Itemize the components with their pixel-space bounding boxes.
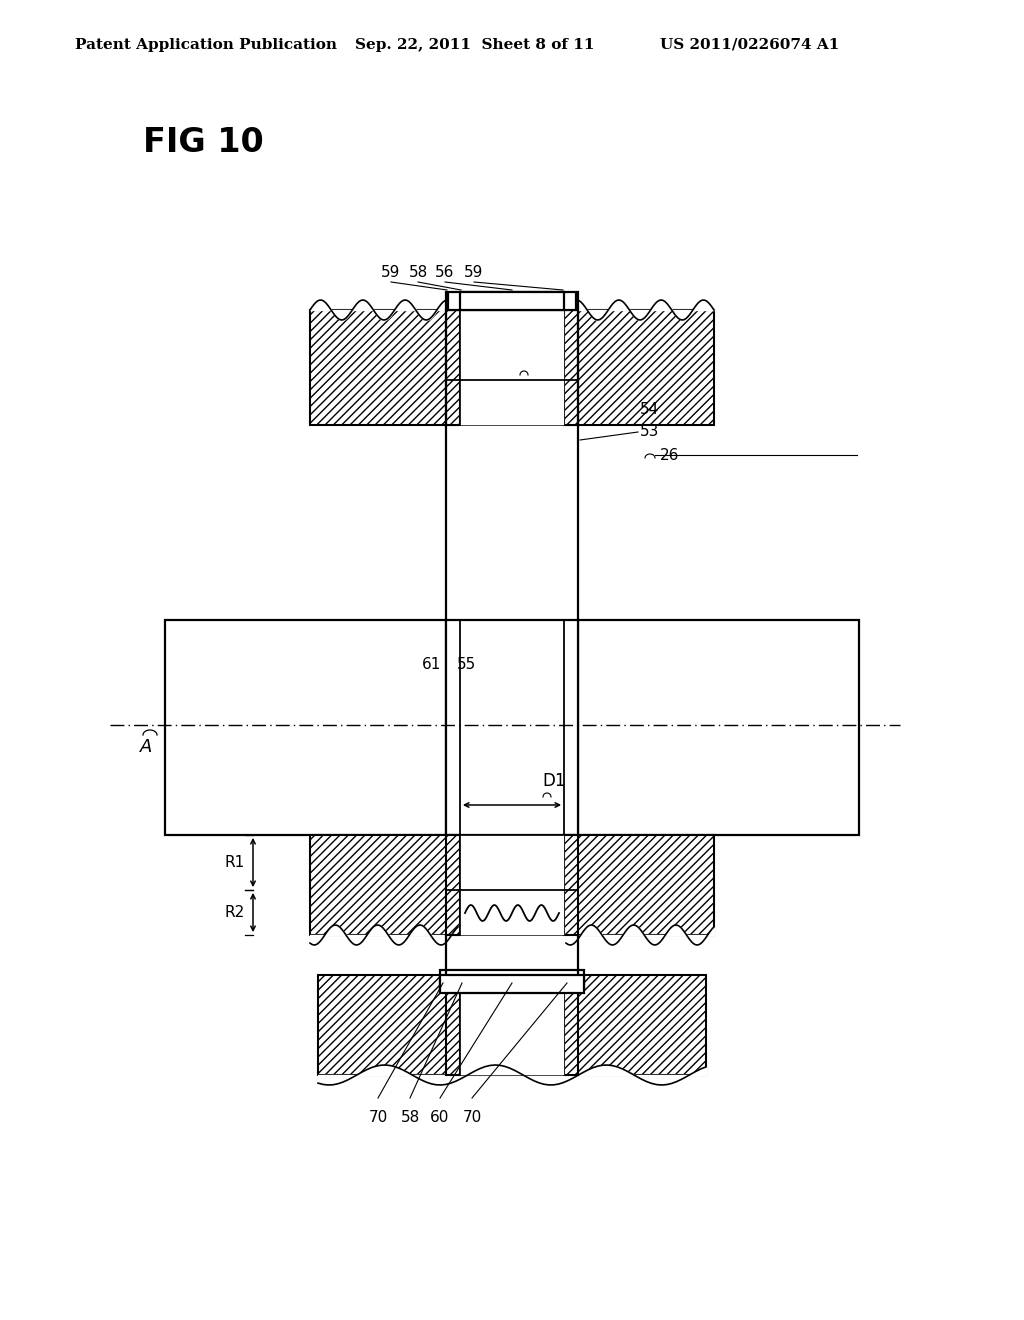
Bar (578, 620, 859, 836)
Text: 59: 59 (381, 265, 400, 280)
Bar (460, 975, 564, 1074)
Bar (460, 292, 564, 310)
Bar (566, 836, 714, 935)
Bar (449, 292, 575, 310)
Text: 53: 53 (640, 425, 659, 440)
Text: R1: R1 (224, 855, 245, 870)
Text: D2: D2 (496, 387, 519, 405)
Text: 56: 56 (435, 265, 455, 280)
Bar (446, 620, 578, 836)
Bar (564, 310, 578, 425)
Bar (564, 975, 578, 1074)
Text: 61: 61 (422, 657, 441, 672)
Bar (446, 310, 460, 425)
Bar (460, 310, 564, 425)
Bar (566, 310, 714, 425)
Text: 70: 70 (369, 1110, 388, 1125)
Bar (440, 970, 584, 990)
Bar (318, 975, 706, 1074)
Bar (440, 975, 584, 993)
Bar (310, 310, 458, 425)
Text: 26: 26 (660, 447, 679, 462)
Bar (165, 620, 446, 836)
Bar (460, 836, 564, 935)
Text: US 2011/0226074 A1: US 2011/0226074 A1 (660, 38, 840, 51)
Text: Sep. 22, 2011  Sheet 8 of 11: Sep. 22, 2011 Sheet 8 of 11 (355, 38, 595, 51)
Text: 55: 55 (458, 657, 476, 672)
Text: 70: 70 (463, 1110, 481, 1125)
Bar (446, 975, 460, 1074)
Text: D1: D1 (542, 772, 565, 789)
Text: Patent Application Publication: Patent Application Publication (75, 38, 337, 51)
Bar (446, 836, 460, 935)
Text: 59: 59 (464, 265, 483, 280)
Bar (310, 836, 458, 935)
Text: R2: R2 (224, 906, 245, 920)
Text: 54: 54 (640, 403, 659, 417)
Bar (564, 836, 578, 935)
Text: A: A (140, 738, 153, 756)
Text: 58: 58 (400, 1110, 420, 1125)
Text: 58: 58 (409, 265, 428, 280)
Text: FIG 10: FIG 10 (143, 125, 264, 158)
Text: 60: 60 (430, 1110, 450, 1125)
